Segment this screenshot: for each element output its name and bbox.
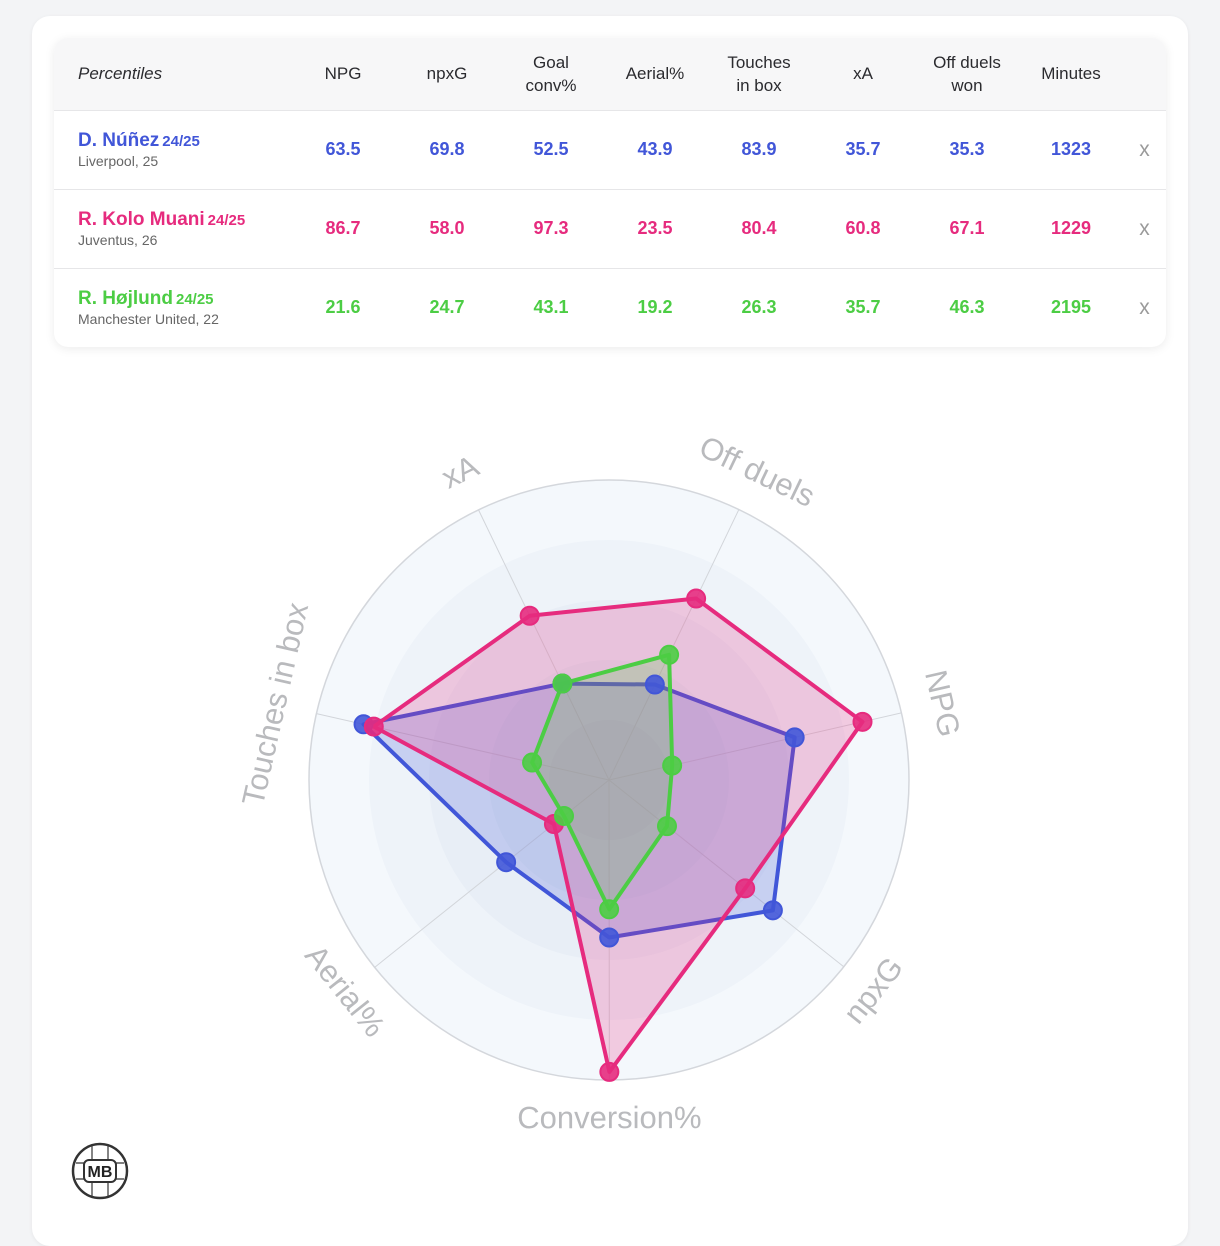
data-point <box>600 900 618 918</box>
data-point <box>764 901 782 919</box>
axis-label: xA <box>436 448 484 495</box>
data-point <box>786 728 804 746</box>
mb-logo: MB <box>70 1141 130 1201</box>
data-point <box>600 928 618 946</box>
data-point <box>854 713 872 731</box>
data-point <box>687 590 705 608</box>
data-point <box>497 853 515 871</box>
axis-label: Touches in box <box>235 599 315 809</box>
data-point <box>658 817 676 835</box>
data-point <box>736 879 754 897</box>
axis-label: NPG <box>918 667 967 740</box>
data-point <box>553 675 571 693</box>
logo-icon: MB <box>70 1141 130 1201</box>
data-point <box>555 807 573 825</box>
data-point <box>646 676 664 694</box>
data-point <box>521 607 539 625</box>
logo-text: MB <box>88 1164 113 1181</box>
axis-label: Conversion% <box>517 1100 701 1135</box>
data-point <box>523 754 541 772</box>
data-point <box>663 757 681 775</box>
data-point <box>365 718 383 736</box>
data-point <box>600 1063 618 1081</box>
data-point <box>660 646 678 664</box>
